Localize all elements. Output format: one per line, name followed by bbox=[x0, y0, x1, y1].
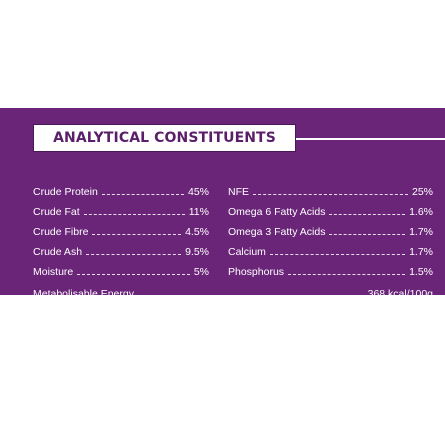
energy-row: Metabolisable Energy 368 kcal/100g bbox=[33, 280, 433, 300]
table-row: NFE 25% bbox=[228, 178, 433, 198]
row-label: Omega 6 Fatty Acids bbox=[228, 206, 326, 218]
table-row: Crude Protein 45% bbox=[33, 178, 209, 198]
row-label: Metabolisable Energy bbox=[33, 288, 134, 300]
row-label: Crude Protein bbox=[33, 186, 98, 198]
row-value: 1.5% bbox=[409, 266, 433, 278]
row-value: 45% bbox=[187, 186, 209, 198]
row-label: Calcium bbox=[228, 246, 266, 258]
row-label: Omega 3 Fatty Acids bbox=[228, 226, 326, 238]
row-label: NFE bbox=[228, 186, 249, 198]
dotted-leader bbox=[137, 295, 364, 297]
table-row: Phosphorus 1.5% bbox=[228, 258, 433, 278]
table-row: Moisture 5% bbox=[33, 258, 209, 278]
table-row: Crude Fibre 4.5% bbox=[33, 218, 209, 238]
title-divider-line bbox=[296, 138, 445, 140]
table-row: Omega 6 Fatty Acids 1.6% bbox=[228, 198, 433, 218]
panel-title: ANALYTICAL CONSTITUENTS bbox=[53, 130, 276, 146]
table-row: Crude Ash 9.5% bbox=[33, 238, 209, 258]
row-value: 368 kcal/100g bbox=[367, 288, 433, 300]
dotted-leader bbox=[329, 233, 406, 235]
row-label: Moisture bbox=[33, 266, 74, 278]
dotted-leader bbox=[83, 213, 185, 215]
dotted-leader bbox=[86, 253, 182, 255]
row-label: Crude Fat bbox=[33, 206, 80, 218]
row-value: 5% bbox=[193, 266, 209, 278]
row-value: 1.7% bbox=[409, 226, 433, 238]
title-box: ANALYTICAL CONSTITUENTS bbox=[33, 124, 296, 152]
row-label: Phosphorus bbox=[228, 266, 285, 278]
table-row: Omega 3 Fatty Acids 1.7% bbox=[228, 218, 433, 238]
row-value: 1.7% bbox=[409, 246, 433, 258]
dotted-leader bbox=[269, 253, 406, 255]
dotted-leader bbox=[101, 193, 184, 195]
dotted-leader bbox=[329, 213, 406, 215]
row-value: 4.5% bbox=[185, 226, 209, 238]
row-value: 11% bbox=[188, 206, 209, 218]
dotted-leader bbox=[288, 273, 406, 275]
dotted-leader bbox=[92, 233, 182, 235]
row-value: 25% bbox=[411, 186, 433, 198]
row-label: Crude Ash bbox=[33, 246, 83, 258]
row-value: 1.6% bbox=[409, 206, 433, 218]
row-label: Crude Fibre bbox=[33, 226, 89, 238]
dotted-leader bbox=[77, 273, 190, 275]
row-value: 9.5% bbox=[185, 246, 209, 258]
table-row: Crude Fat 11% bbox=[33, 198, 209, 218]
dotted-leader bbox=[253, 193, 408, 195]
table-row: Calcium 1.7% bbox=[228, 238, 433, 258]
